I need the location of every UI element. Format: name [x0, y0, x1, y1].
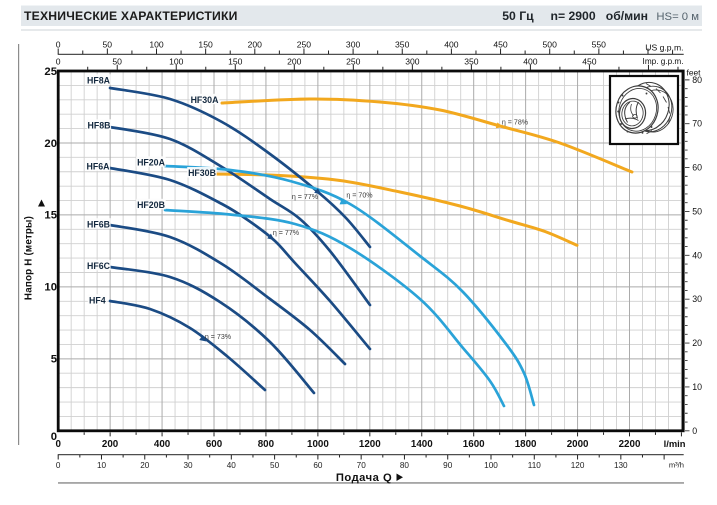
svg-text:HF6C: HF6C: [87, 261, 111, 271]
svg-text:HS= 0 м: HS= 0 м: [656, 11, 699, 23]
svg-text:ТЕХНИЧЕСКИЕ ХАРАКТЕРИСТИКИ: ТЕХНИЧЕСКИЕ ХАРАКТЕРИСТИКИ: [24, 9, 238, 23]
svg-text:550: 550: [592, 40, 607, 50]
svg-text:70: 70: [357, 461, 367, 470]
svg-text:30: 30: [692, 294, 702, 304]
svg-text:250: 250: [346, 57, 361, 67]
svg-text:150: 150: [198, 40, 213, 50]
svg-text:80: 80: [400, 461, 410, 470]
svg-text:450: 450: [493, 40, 508, 50]
svg-text:HF30B: HF30B: [188, 168, 216, 178]
svg-text:400: 400: [154, 439, 171, 450]
svg-text:η = 70%: η = 70%: [346, 192, 373, 200]
svg-text:40: 40: [227, 461, 237, 470]
svg-text:50: 50: [692, 207, 702, 217]
svg-text:50: 50: [103, 40, 113, 50]
svg-text:η = 77%: η = 77%: [273, 229, 300, 237]
svg-text:20: 20: [44, 138, 57, 150]
svg-text:10: 10: [97, 461, 107, 470]
svg-text:50: 50: [112, 57, 122, 67]
svg-text:100: 100: [169, 57, 184, 67]
svg-text:25: 25: [44, 66, 57, 78]
svg-text:HF20B: HF20B: [137, 200, 165, 210]
svg-text:HF6B: HF6B: [87, 219, 110, 229]
svg-text:350: 350: [395, 40, 410, 50]
svg-text:130: 130: [614, 461, 628, 470]
svg-text:Imp. g.p.m.: Imp. g.p.m.: [643, 57, 684, 66]
svg-text:l/min: l/min: [664, 438, 686, 449]
svg-text:HF4: HF4: [89, 296, 106, 306]
svg-text:η = 78%: η = 78%: [502, 119, 529, 127]
svg-text:1800: 1800: [515, 439, 537, 450]
svg-text:2200: 2200: [619, 439, 641, 450]
svg-text:η = 73%: η = 73%: [205, 333, 232, 341]
svg-text:110: 110: [528, 461, 541, 470]
svg-text:40: 40: [692, 250, 702, 260]
svg-text:100: 100: [149, 40, 164, 50]
svg-text:50 Гц n= 2900 об/мин: 50 Гц n= 2900 об/мин: [502, 9, 648, 23]
svg-text:350: 350: [464, 57, 479, 67]
svg-text:300: 300: [346, 40, 361, 50]
svg-text:2000: 2000: [567, 439, 589, 450]
svg-text:0: 0: [51, 431, 57, 443]
svg-text:Подача Q: Подача Q: [336, 472, 392, 484]
svg-text:250: 250: [297, 40, 312, 50]
svg-text:200: 200: [248, 40, 263, 50]
svg-text:1200: 1200: [359, 439, 381, 450]
svg-text:HF8B: HF8B: [88, 121, 111, 131]
svg-text:100: 100: [484, 461, 498, 470]
svg-text:20: 20: [692, 338, 702, 348]
svg-text:500: 500: [543, 40, 558, 50]
svg-text:HF6A: HF6A: [87, 162, 111, 172]
svg-text:60: 60: [692, 163, 702, 173]
svg-text:120: 120: [571, 461, 585, 470]
svg-text:0: 0: [56, 40, 61, 50]
svg-text:90: 90: [443, 461, 453, 470]
svg-text:1000: 1000: [307, 439, 329, 450]
svg-text:0: 0: [55, 439, 61, 450]
svg-text:HF20A: HF20A: [137, 158, 166, 168]
svg-text:US g.p.m.: US g.p.m.: [645, 43, 683, 53]
svg-text:400: 400: [523, 57, 538, 67]
svg-text:80: 80: [692, 75, 702, 85]
svg-text:150: 150: [228, 57, 243, 67]
svg-text:300: 300: [405, 57, 420, 67]
svg-text:0: 0: [56, 57, 61, 67]
svg-text:0: 0: [56, 461, 61, 470]
svg-text:60: 60: [313, 461, 323, 470]
svg-text:1600: 1600: [463, 439, 485, 450]
svg-text:HF30A: HF30A: [191, 95, 220, 105]
svg-text:5: 5: [51, 354, 57, 366]
svg-text:0: 0: [692, 426, 697, 436]
svg-text:10: 10: [692, 382, 702, 392]
svg-text:800: 800: [258, 439, 275, 450]
svg-text:70: 70: [692, 119, 702, 129]
svg-text:HF8A: HF8A: [87, 76, 111, 86]
svg-text:50: 50: [270, 461, 280, 470]
svg-text:400: 400: [444, 40, 459, 50]
svg-text:η = 77%: η = 77%: [292, 193, 319, 201]
svg-text:20: 20: [140, 461, 150, 470]
svg-text:Напор H (метры): Напор H (метры): [24, 216, 35, 300]
svg-text:10: 10: [44, 282, 57, 294]
svg-text:600: 600: [206, 439, 223, 450]
svg-text:450: 450: [582, 57, 597, 67]
svg-text:200: 200: [287, 57, 302, 67]
svg-text:feet: feet: [687, 68, 702, 78]
svg-text:15: 15: [44, 210, 57, 222]
svg-text:1400: 1400: [411, 439, 433, 450]
svg-text:30: 30: [183, 461, 193, 470]
svg-text:m³/h: m³/h: [669, 461, 684, 470]
svg-text:200: 200: [102, 439, 119, 450]
